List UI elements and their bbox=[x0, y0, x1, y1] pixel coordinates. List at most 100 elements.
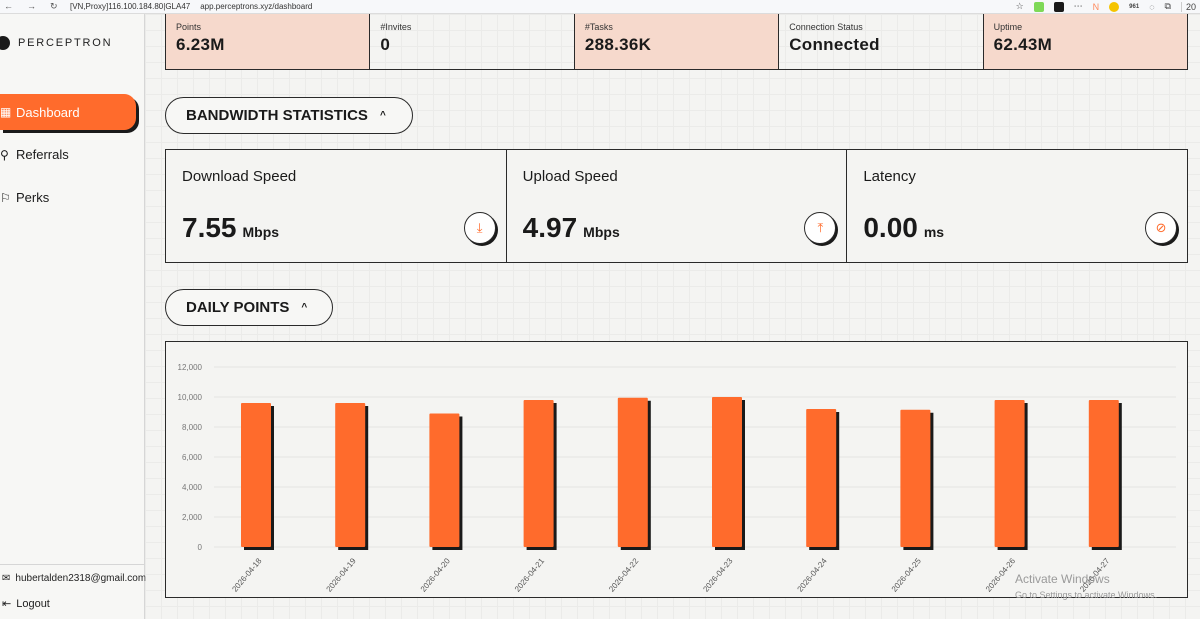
card-unit: Mbps bbox=[583, 224, 620, 240]
x-tick-label: 2026-04-23 bbox=[701, 556, 735, 594]
card-metric: 7.55 Mbps bbox=[182, 212, 279, 244]
x-tick-label: 2026-04-21 bbox=[513, 556, 547, 594]
stat-connection-status: Connection Status Connected bbox=[779, 14, 984, 69]
bar-2026-04-20[interactable] bbox=[429, 413, 460, 548]
wifi-off-icon[interactable]: ⊘ bbox=[1145, 212, 1178, 244]
latency-card: Latency 0.00 ms ⊘ bbox=[847, 150, 1187, 262]
stat-label: #Tasks bbox=[584, 22, 613, 32]
profile-indicator[interactable]: 20 bbox=[1180, 1, 1196, 12]
browser-nav: ← → ↻ bbox=[0, 1, 70, 12]
extension-coin-icon[interactable] bbox=[1109, 1, 1120, 12]
x-tick-label: 2026-04-20 bbox=[419, 556, 453, 594]
main-content: Points 6.23M #Invites 0 #Tasks 288.36K C… bbox=[145, 14, 1200, 619]
stats-row: Points 6.23M #Invites 0 #Tasks 288.36K C… bbox=[165, 14, 1188, 70]
stat-label: Points bbox=[176, 22, 202, 32]
x-tick-label: 2026-04-24 bbox=[796, 556, 830, 594]
account-email-row: ✉ hubertalden2318@gmail.com bbox=[2, 573, 146, 584]
stat-value: Connected bbox=[789, 35, 880, 54]
extensions-bar: ☆ ⋯ N 961 ◌ ⧉ 20 bbox=[1016, 1, 1200, 12]
star-icon[interactable]: ☆ bbox=[1015, 1, 1024, 11]
sidebar-item-label: Referrals bbox=[16, 147, 69, 162]
bar-2026-04-26[interactable] bbox=[994, 400, 1025, 547]
logo-mark-icon bbox=[0, 36, 10, 50]
stat-value: 0 bbox=[380, 35, 391, 54]
extension-dots-icon[interactable]: ⋯ bbox=[1073, 1, 1083, 11]
stat-tasks: #Tasks 288.36K bbox=[574, 14, 780, 69]
x-tick-label: 2026-04-22 bbox=[607, 556, 641, 594]
y-tick-label: 2,000 bbox=[182, 513, 203, 522]
card-unit: Mbps bbox=[242, 224, 280, 240]
y-tick-label: 8,000 bbox=[182, 423, 203, 432]
stat-label: #Invites bbox=[380, 22, 412, 32]
bar-2026-04-18[interactable] bbox=[241, 403, 271, 547]
stat-label: Connection Status bbox=[789, 22, 863, 32]
stat-uptime: Uptime 62.43M bbox=[983, 14, 1188, 69]
y-tick-label: 10,000 bbox=[178, 393, 203, 402]
sidebar-item-dashboard[interactable]: ▦ Dashboard bbox=[0, 94, 136, 130]
windows-activation-watermark: Activate Windows Go to Settings to activ… bbox=[1015, 572, 1157, 600]
logo-text: PERCEPTRON bbox=[18, 37, 113, 49]
stat-value: 6.23M bbox=[176, 35, 225, 54]
extension-n-icon[interactable]: N bbox=[1092, 1, 1100, 12]
card-title: Download Speed bbox=[182, 168, 297, 185]
bar-2026-04-27[interactable] bbox=[1088, 400, 1119, 547]
extension-dark-icon[interactable] bbox=[1053, 1, 1064, 12]
card-title: Upload Speed bbox=[522, 168, 618, 185]
y-tick-label: 4,000 bbox=[182, 483, 203, 492]
extensions-puzzle-icon[interactable]: ⧉ bbox=[1164, 1, 1171, 11]
x-tick-label: 2026-04-25 bbox=[890, 556, 924, 594]
stat-invites: #Invites 0 bbox=[370, 14, 575, 69]
sidebar-item-label: Dashboard bbox=[16, 104, 80, 120]
sidebar-item-perks[interactable]: ⚐ Perks bbox=[0, 190, 49, 205]
extension-leaf-icon[interactable] bbox=[1033, 1, 1044, 12]
chevron-up-icon: ^ bbox=[379, 110, 386, 121]
y-tick-label: 12,000 bbox=[178, 363, 203, 372]
sidebar-item-referrals[interactable]: ⚲ Referrals bbox=[0, 147, 69, 162]
stat-points: Points 6.23M bbox=[166, 14, 371, 69]
upload-icon[interactable]: ⤒ bbox=[804, 212, 837, 244]
bar-2026-04-19[interactable] bbox=[335, 403, 366, 547]
sidebar: PERCEPTRON ▦ Dashboard ⚲ Referrals ⚐ Per… bbox=[0, 14, 146, 619]
y-tick-label: 6,000 bbox=[182, 453, 203, 462]
logo[interactable]: PERCEPTRON bbox=[0, 36, 112, 50]
card-title: Latency bbox=[863, 168, 916, 185]
daily-points-section-toggle[interactable]: DAILY POINTS ^ bbox=[165, 289, 333, 326]
watermark-subtitle: Go to Settings to activate Windows. bbox=[1015, 590, 1158, 600]
download-icon[interactable]: ⤓ bbox=[463, 212, 496, 244]
bar-2026-04-22[interactable] bbox=[617, 397, 648, 547]
sidebar-footer bbox=[0, 564, 145, 565]
address-bar[interactable]: app.perceptrons.xyz/dashboard bbox=[200, 2, 313, 11]
logout-button[interactable]: ⇤ Logout bbox=[2, 597, 50, 611]
chevron-up-icon: ^ bbox=[301, 302, 308, 313]
card-metric: 4.97 Mbps bbox=[523, 212, 620, 244]
card-value: 0.00 bbox=[863, 212, 918, 243]
account-email: hubertalden2318@gmail.com bbox=[15, 573, 147, 584]
card-value: 7.55 bbox=[182, 212, 237, 243]
site-info-label[interactable]: [VN,Proxy]116.100.184.80|GLA47 bbox=[70, 2, 191, 11]
mail-icon: ✉ bbox=[2, 573, 11, 584]
card-unit: ms bbox=[923, 224, 945, 240]
bandwidth-section-toggle[interactable]: BANDWIDTH STATISTICS ^ bbox=[165, 97, 413, 134]
watermark-title: Activate Windows bbox=[1015, 572, 1110, 586]
x-tick-label: 2026-04-26 bbox=[984, 556, 1018, 594]
x-tick-label: 2026-04-19 bbox=[325, 556, 359, 594]
daily-points-chart: 0 2,000 4,000 6,000 8,000 10,000 12,000 2026-04… bbox=[165, 341, 1188, 598]
bar-2026-04-21[interactable] bbox=[523, 400, 554, 547]
logout-label: Logout bbox=[16, 597, 50, 610]
y-tick-label: 0 bbox=[198, 543, 203, 552]
upload-speed-card: Upload Speed 4.97 Mbps ⤒ bbox=[507, 150, 848, 262]
stat-value: 288.36K bbox=[584, 35, 652, 54]
chart-canvas: 0 2,000 4,000 6,000 8,000 10,000 12,000 2026-04… bbox=[178, 363, 1176, 594]
forward-arrow-icon[interactable]: → bbox=[27, 1, 36, 11]
extension-circle-icon[interactable]: ◌ bbox=[1149, 1, 1155, 12]
bar-2026-04-23[interactable] bbox=[712, 397, 742, 547]
bar-2026-04-24[interactable] bbox=[806, 409, 837, 547]
card-metric: 0.00 ms bbox=[863, 212, 944, 244]
extension-badge[interactable]: 961 bbox=[1129, 3, 1140, 10]
stat-label: Uptime bbox=[993, 22, 1023, 32]
bandwidth-cards: Download Speed 7.55 Mbps ⤓ Upload Speed … bbox=[165, 149, 1188, 263]
back-arrow-icon[interactable]: ← bbox=[4, 1, 13, 11]
bar-2026-04-25[interactable] bbox=[900, 409, 931, 547]
gift-icon: ⚐ bbox=[0, 190, 11, 205]
reload-icon[interactable]: ↻ bbox=[50, 1, 58, 11]
